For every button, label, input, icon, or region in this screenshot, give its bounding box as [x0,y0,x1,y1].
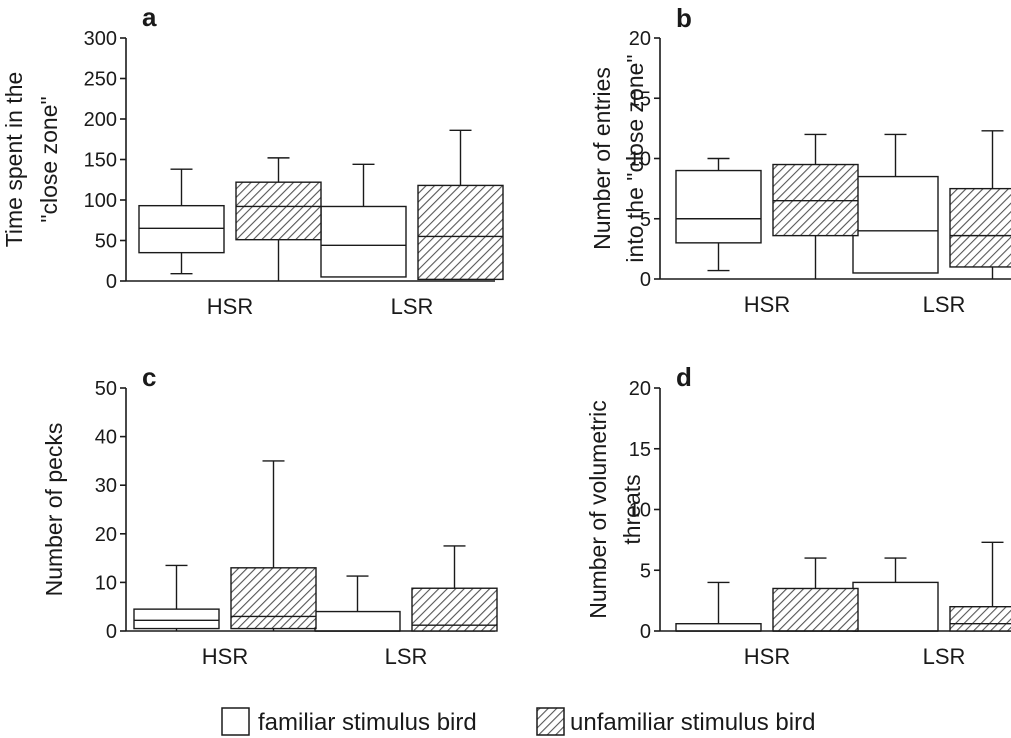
box-familiar-lsr [852,557,939,632]
y-tick-label: 150 [84,150,117,172]
category-label: LSR [385,644,428,669]
box-unfamiliar-lsr [411,545,498,632]
y-tick-label: 50 [95,231,117,253]
box-iqr [675,623,762,632]
y-tick-label: 30 [95,475,117,497]
y-axis-title-line: Number of pecks [41,423,67,597]
y-tick-label: 200 [84,109,117,131]
y-tick-label: 5 [640,209,651,231]
y-tick-label: 0 [640,269,651,291]
box-unfamiliar-hsr [230,460,317,631]
y-tick-label: 10 [629,149,651,171]
box-familiar-hsr [138,168,225,275]
y-axis-title-line: Number of entries [589,67,615,250]
y-tick-label: 0 [640,621,651,643]
y-tick-label: 0 [106,621,117,643]
box-iqr [411,587,498,632]
y-tick-label: 50 [95,378,117,400]
box-familiar-hsr [675,157,762,272]
box-unfamiliar-lsr [417,129,504,281]
box-iqr [235,181,322,241]
category-label: LSR [923,644,966,669]
box-iqr [320,205,407,278]
box-iqr [949,606,1011,632]
category-label: HSR [744,644,790,669]
y-axis-title-line: "close zone" [36,96,62,222]
y-tick-label: 20 [629,28,651,50]
legend-label-familiar: familiar stimulus bird [258,709,477,736]
box-familiar-hsr [133,564,220,631]
box-iqr [314,610,401,632]
box-iqr [417,184,504,281]
category-label: HSR [202,644,248,669]
box-familiar-lsr [314,575,401,632]
box-unfamiliar-lsr [949,130,1011,279]
legend-swatch-familiar [221,707,250,736]
y-axis-title-line: threats [619,474,645,544]
y-tick-label: 10 [95,572,117,594]
y-tick-label: 40 [95,427,117,449]
panel-label: d [676,362,692,392]
box-iqr [852,581,939,632]
box-iqr [230,567,317,630]
y-tick-label: 0 [106,271,117,293]
box-iqr [772,587,859,632]
y-tick-label: 15 [629,88,651,110]
y-tick-label: 10 [629,500,651,522]
legend-swatch-unfamiliar [536,707,565,736]
legend-label-unfamiliar: unfamiliar stimulus bird [570,709,815,736]
panel-label: b [676,3,692,33]
box-unfamiliar-hsr [235,157,322,281]
box-unfamiliar-hsr [772,133,859,279]
box-iqr [138,204,225,254]
panel-c: 0 10 20 30 40 50 HSR LSR Number of pecks c [41,362,498,669]
box-familiar-hsr [675,581,762,632]
box-iqr [675,169,762,244]
box-familiar-lsr [852,133,939,274]
y-axis-title-line: Number of volumetric [585,400,611,619]
category-label: LSR [923,292,966,317]
panel-label: a [142,2,157,32]
y-tick-label: 20 [95,524,117,546]
box-iqr [949,187,1011,268]
y-tick-label: 5 [640,560,651,582]
panel-d: 0 5 10 15 20 HSR LSR Number of volumetric threat… [585,362,1011,669]
category-label: HSR [207,294,253,319]
panel-b: 0 5 10 15 20 HSR LSR Number of entries into the … [589,3,1011,317]
panel-label: c [142,362,156,392]
y-tick-label: 15 [629,439,651,461]
legend: familiar stimulus bird unfamiliar stimul… [221,707,815,736]
category-label: HSR [744,292,790,317]
y-axis-title-line: into the "close zone" [622,54,648,262]
y-tick-label: 250 [84,69,117,91]
box-iqr [852,175,939,274]
category-label: LSR [391,294,434,319]
box-unfamiliar-lsr [949,541,1011,632]
box-iqr [133,608,220,630]
box-unfamiliar-hsr [772,557,859,632]
box-familiar-lsr [320,163,407,278]
y-tick-label: 20 [629,378,651,400]
y-axis-title-line: Time spent in the [1,72,27,248]
panel-a: 0 50 100 150 200 250 300 HSR LSR Time spent in th… [1,2,504,319]
y-tick-label: 100 [84,190,117,212]
y-tick-label: 300 [84,28,117,50]
